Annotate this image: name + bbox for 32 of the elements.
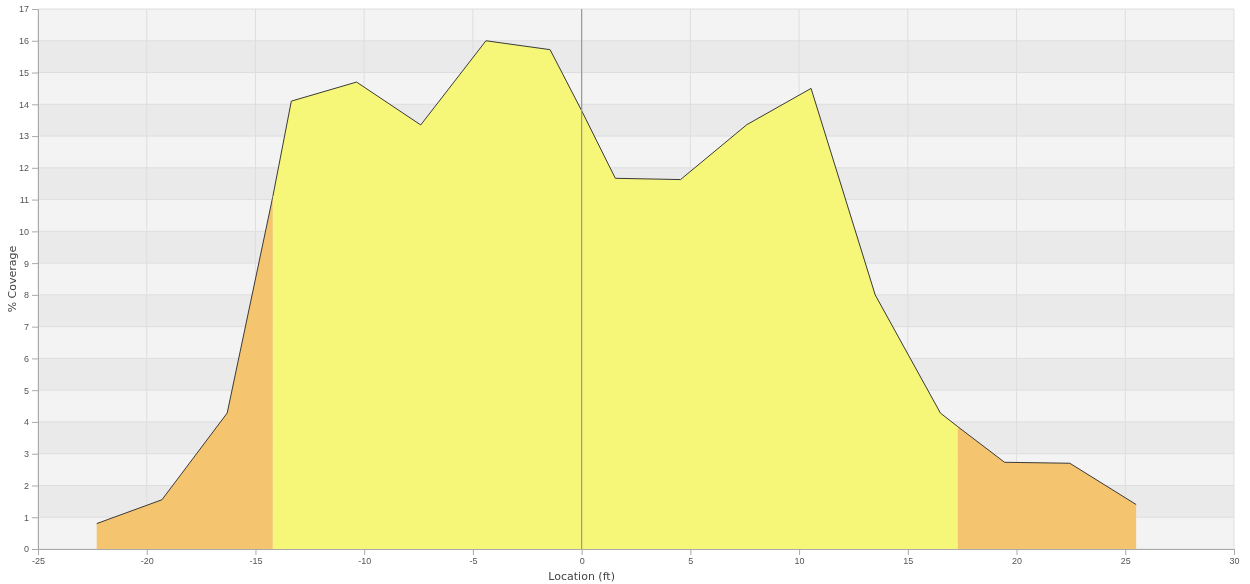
y-tick-label: 0: [23, 544, 29, 555]
y-tick-label: 15: [18, 67, 29, 78]
y-tick-label: 5: [23, 385, 29, 396]
x-tick-label: -10: [358, 556, 372, 567]
x-tick-label: -15: [249, 556, 263, 567]
y-tick-label: 13: [18, 131, 29, 142]
x-tick-label: 15: [903, 556, 914, 567]
y-tick-label: 16: [18, 36, 29, 47]
y-tick-label: 6: [23, 353, 29, 364]
x-tick-label: 10: [794, 556, 805, 567]
x-tick-label: -25: [31, 556, 46, 567]
y-tick-label: 1: [23, 512, 29, 523]
x-axis-title: Location (ft): [548, 570, 615, 583]
y-tick-label: 7: [23, 322, 29, 333]
x-tick-label: 20: [1012, 556, 1023, 567]
x-tick-label: -20: [140, 556, 154, 567]
x-tick-label: 30: [1229, 556, 1240, 567]
y-tick-label: 3: [23, 449, 29, 460]
y-tick-label: 10: [18, 226, 29, 237]
y-tick-label: 11: [19, 194, 29, 205]
y-tick-label: 8: [23, 290, 29, 301]
x-tick-label: 0: [579, 556, 585, 567]
y-tick-label: 2: [23, 480, 29, 491]
x-tick-label: 5: [688, 556, 694, 567]
y-tick-label: 12: [18, 163, 29, 174]
x-tick-label: 25: [1120, 556, 1131, 567]
y-axis-title: % Coverage: [6, 245, 19, 313]
y-tick-label: 9: [23, 258, 29, 269]
y-tick-label: 14: [18, 99, 29, 110]
y-tick-label: 17: [18, 4, 29, 15]
y-tick-label: 4: [23, 417, 29, 428]
x-tick-label: -5: [469, 556, 478, 567]
